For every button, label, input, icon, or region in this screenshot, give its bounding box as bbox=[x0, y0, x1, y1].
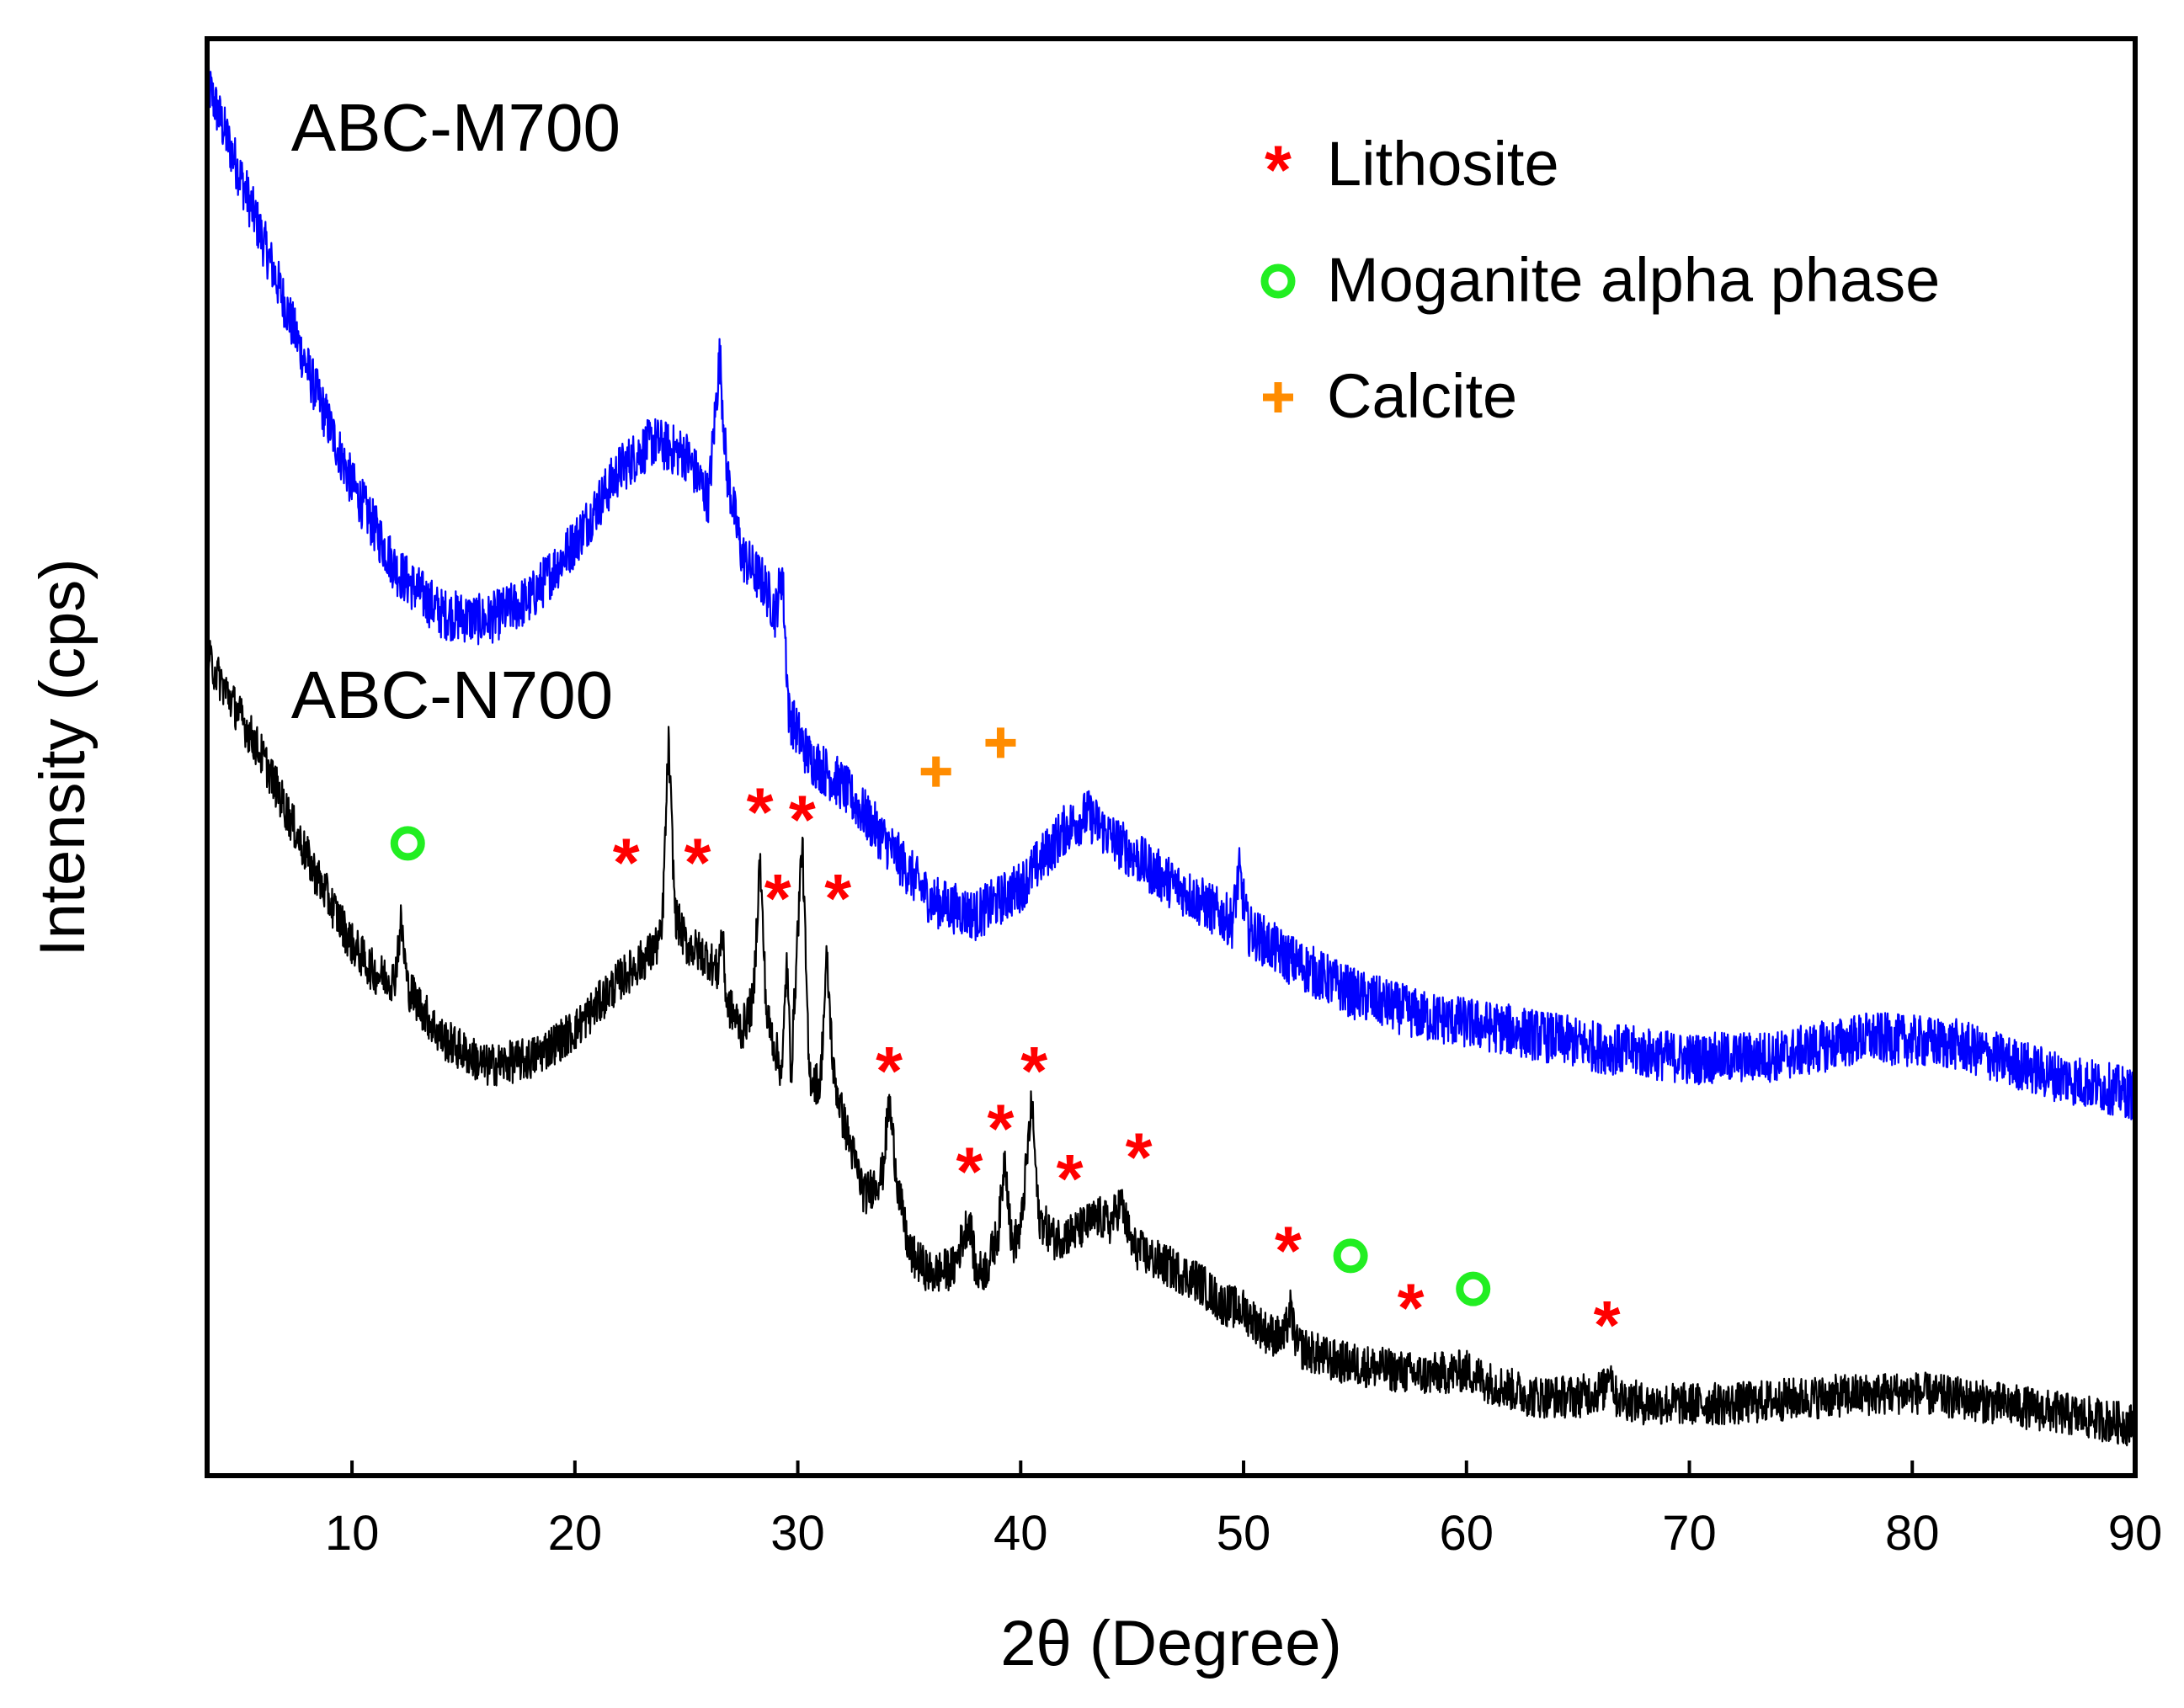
peak-markers: * ** ** ****** *** * bbox=[390, 727, 1621, 1365]
lithosite-marker: * bbox=[684, 825, 711, 902]
lithosite-marker: * bbox=[988, 1091, 1015, 1168]
y-axis-title: Intensity (cps) bbox=[27, 558, 99, 956]
x-tick-label: 50 bbox=[1217, 1506, 1271, 1561]
legend-label-lithosite: Lithosite bbox=[1327, 129, 1559, 199]
calcite-marker bbox=[920, 756, 951, 787]
lithosite-marker: * bbox=[1057, 1141, 1084, 1218]
legend-marker-moganite bbox=[1260, 263, 1296, 299]
calcite-marker bbox=[985, 727, 1016, 758]
lithosite-marker: * bbox=[956, 1134, 983, 1210]
lithosite-marker: * bbox=[1275, 1213, 1302, 1290]
lithosite-marker: * bbox=[1398, 1270, 1425, 1347]
lithosite-marker: * bbox=[824, 861, 851, 938]
lithosite-marker: * bbox=[764, 861, 791, 938]
x-axis-title: 2θ (Degree) bbox=[1000, 1608, 1342, 1679]
lithosite-marker: * bbox=[747, 774, 774, 851]
legend-label-moganite: Moganite alpha phase bbox=[1327, 245, 1940, 315]
legend-marker-lithosite: * bbox=[1265, 132, 1292, 209]
legend: * Lithosite Moganite alpha phase Calcite bbox=[1260, 129, 1940, 431]
lithosite-marker: * bbox=[1594, 1288, 1621, 1365]
x-tick-label: 70 bbox=[1662, 1506, 1717, 1561]
lithosite-marker: * bbox=[876, 1034, 903, 1110]
x-tick-label: 40 bbox=[993, 1506, 1048, 1561]
lithosite-marker: * bbox=[1126, 1120, 1153, 1196]
legend-marker-calcite bbox=[1263, 382, 1293, 412]
lithosite-marker: * bbox=[1020, 1034, 1047, 1110]
x-tick-label: 10 bbox=[325, 1506, 380, 1561]
moganite-marker bbox=[1333, 1238, 1368, 1274]
x-tick-label: 30 bbox=[770, 1506, 825, 1561]
x-tick-label: 90 bbox=[2108, 1506, 2163, 1561]
legend-label-calcite: Calcite bbox=[1327, 361, 1517, 431]
x-tick-label: 60 bbox=[1440, 1506, 1494, 1561]
series-line-abc-n700 bbox=[205, 640, 2136, 1448]
series-label-abc-n700: ABC-N700 bbox=[291, 657, 613, 732]
series-line-abc-m700 bbox=[205, 59, 2136, 1120]
lithosite-marker: * bbox=[613, 825, 640, 902]
series-layer bbox=[205, 59, 2136, 1448]
x-axis: 10 20 30 40 50 60 70 80 90 bbox=[325, 1461, 2162, 1561]
series-label-abc-m700: ABC-M700 bbox=[291, 90, 621, 165]
moganite-marker bbox=[1456, 1271, 1491, 1306]
x-tick-label: 80 bbox=[1885, 1506, 1940, 1561]
plot-frame bbox=[205, 36, 2138, 1478]
x-tick-label: 20 bbox=[548, 1506, 603, 1561]
moganite-marker bbox=[390, 826, 425, 861]
lithosite-marker: * bbox=[789, 782, 816, 859]
series-labels: ABC-M700 ABC-N700 bbox=[291, 90, 621, 732]
